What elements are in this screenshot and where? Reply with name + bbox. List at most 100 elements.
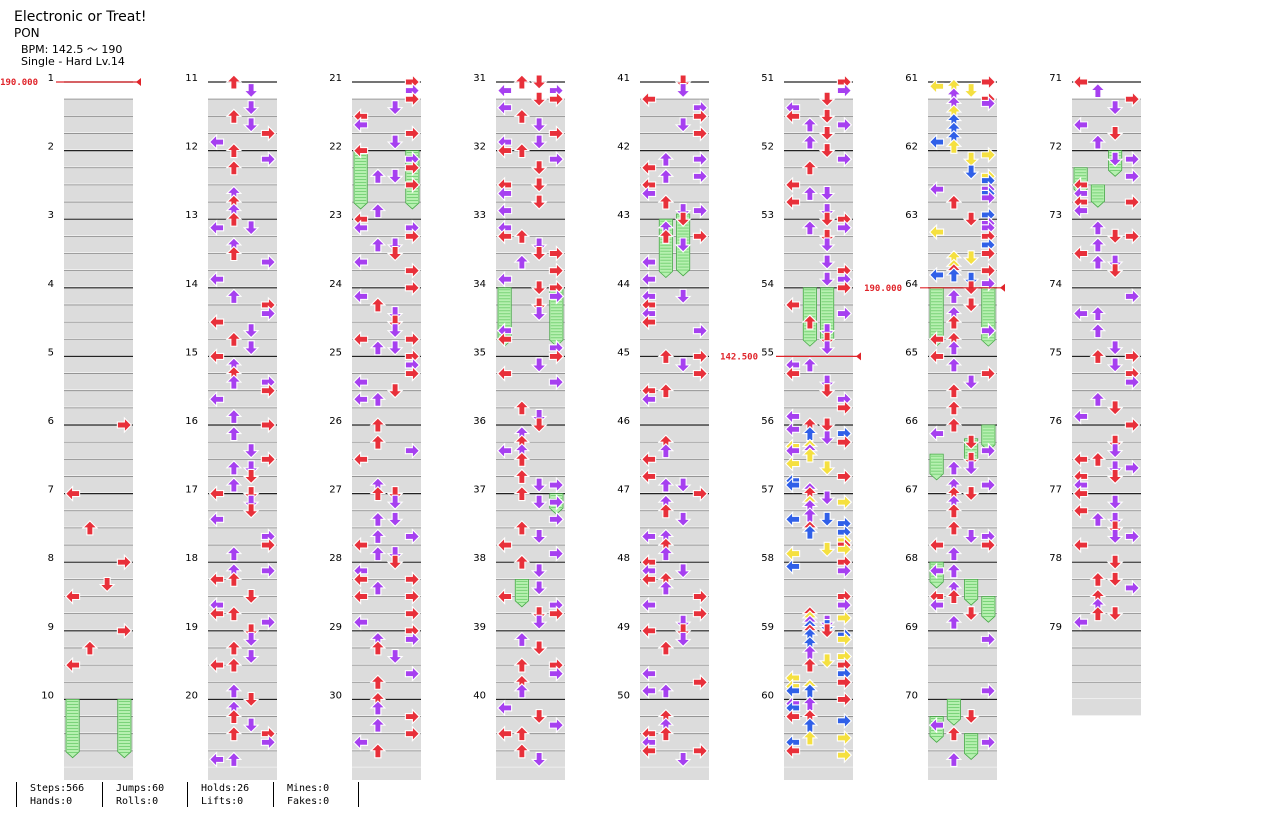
beat-band [928, 664, 997, 682]
note-arrow-icon [836, 729, 853, 747]
note-arrow-icon [818, 211, 836, 227]
beat-band [352, 407, 421, 424]
note-arrow-icon [818, 623, 836, 639]
note-arrow-icon [242, 117, 260, 133]
beat-band [1072, 235, 1141, 253]
note-arrow-icon [242, 83, 260, 99]
beat-band [208, 441, 277, 459]
beat-band [64, 304, 133, 321]
beat-band [64, 321, 133, 339]
note-arrow-icon [513, 485, 531, 502]
stat-lifts: Lifts:0 [201, 796, 244, 807]
beat-band [352, 698, 421, 716]
note-arrow-icon [369, 434, 387, 450]
beat-band [352, 715, 421, 733]
beat-band [352, 492, 421, 510]
note-arrow-icon [208, 133, 225, 151]
note-arrow-icon [640, 313, 657, 331]
note-arrow-icon [801, 524, 819, 540]
measure-number: 38 [473, 553, 486, 564]
note-arrow-icon [496, 270, 513, 288]
measure-number: 55 [761, 347, 774, 358]
note-arrow-icon [962, 250, 980, 266]
beat-band [208, 664, 277, 682]
measure-number: 42 [617, 142, 630, 153]
beat-band [208, 733, 277, 750]
beat-band [208, 544, 277, 562]
note-arrow-icon [530, 708, 548, 725]
stat-rolls: Rolls:0 [116, 796, 159, 807]
note-arrow-icon [928, 348, 945, 365]
measure-number: 61 [905, 73, 918, 84]
note-arrow-icon [208, 605, 225, 622]
beat-band [784, 647, 853, 664]
note-arrow-icon [945, 288, 963, 304]
beat-band [1072, 149, 1141, 167]
measure-number: 39 [473, 622, 486, 633]
note-arrow-icon [1106, 528, 1124, 545]
note-arrow-icon [225, 425, 243, 442]
note-arrow-icon [1106, 606, 1124, 622]
beat-band [64, 338, 133, 356]
note-arrow-icon [1089, 605, 1107, 622]
measure-number: 44 [617, 279, 630, 290]
beat-band [352, 424, 421, 441]
note-arrow-icon [513, 254, 531, 270]
beat-band [1072, 201, 1141, 219]
beat-band [352, 733, 421, 750]
note-arrow-icon [1072, 202, 1089, 219]
note-arrow-icon [836, 305, 853, 322]
beat-band [496, 527, 565, 544]
note-arrow-icon [657, 725, 675, 742]
note-arrow-icon [369, 417, 387, 433]
note-arrow-icon [962, 151, 980, 167]
note-arrow-icon [64, 656, 81, 674]
beat-band [64, 647, 133, 664]
note-arrow-icon [404, 708, 421, 725]
note-arrow-icon [980, 189, 997, 207]
note-arrow-icon [242, 648, 260, 665]
beat-band [496, 321, 565, 339]
note-arrow-icon [369, 640, 387, 656]
note-arrow-icon [352, 450, 369, 468]
note-arrow-icon [369, 391, 387, 407]
beat-band [1072, 681, 1141, 699]
note-arrow-icon [657, 683, 675, 699]
note-arrow-icon [386, 245, 404, 262]
note-arrow-icon [784, 420, 801, 438]
note-arrow-icon [242, 691, 260, 708]
note-arrow-icon [836, 712, 853, 730]
note-arrow-icon [657, 151, 675, 167]
measure-number: 73 [1049, 210, 1062, 221]
note-arrow-icon [836, 609, 853, 627]
note-arrow-icon [548, 665, 565, 683]
note-arrow-icon [548, 288, 565, 305]
beat-band [784, 201, 853, 219]
beat-band [208, 98, 277, 116]
beat-band [784, 355, 853, 373]
beat-band [1072, 561, 1141, 579]
measure-number: 65 [905, 347, 918, 358]
note-arrow-icon [1106, 443, 1124, 459]
note-arrow-icon [242, 503, 260, 519]
note-arrow-icon [801, 730, 819, 746]
hold-note [946, 699, 961, 726]
beat-band [496, 475, 565, 493]
note-arrow-icon [260, 382, 277, 400]
beat-band [640, 647, 709, 664]
beat-band [64, 441, 133, 459]
beat-band [1072, 441, 1141, 459]
note-arrow-icon [530, 134, 548, 150]
note-arrow-icon [386, 168, 404, 185]
beat-band [928, 595, 997, 613]
measure-number: 56 [761, 416, 774, 427]
note-arrow-icon [945, 400, 963, 416]
note-arrow-icon [404, 365, 421, 382]
note-arrow-icon [674, 83, 692, 99]
measure-number: 34 [473, 279, 486, 290]
note-arrow-icon [945, 460, 963, 476]
note-arrow-icon [1106, 228, 1124, 245]
beat-band [64, 750, 133, 767]
beat-band [1072, 270, 1141, 287]
note-arrow-icon [945, 340, 963, 356]
